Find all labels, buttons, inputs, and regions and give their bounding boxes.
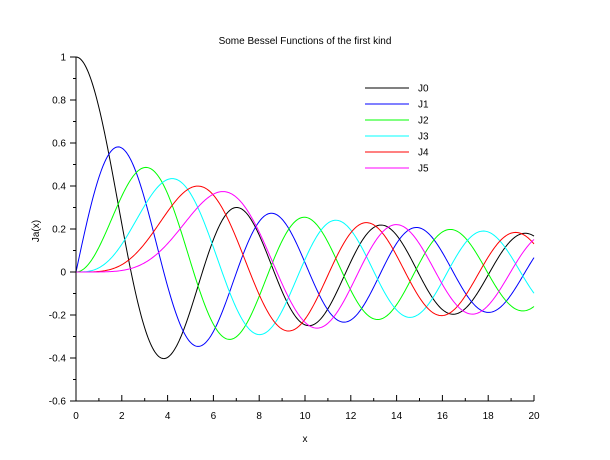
series-line-j0 xyxy=(75,56,535,360)
y-tick-label: 1 xyxy=(60,53,66,64)
y-tick-label: 0.6 xyxy=(52,139,66,150)
x-tick-label: 2 xyxy=(119,411,125,422)
y-tick-label: 0.4 xyxy=(52,182,66,193)
y-axis-label: Ja(x) xyxy=(31,220,42,242)
x-tick-label: 10 xyxy=(299,411,311,422)
plot-curves xyxy=(75,56,535,360)
x-tick-label: 14 xyxy=(391,411,403,422)
legend-label-j2: J2 xyxy=(418,116,429,127)
legend-label-j0: J0 xyxy=(418,84,429,95)
y-tick-label: -0.4 xyxy=(49,354,67,365)
y-tick-label: 0 xyxy=(60,268,66,279)
y-tick-label: -0.2 xyxy=(49,311,67,322)
x-tick-label: 8 xyxy=(256,411,262,422)
legend: J0 J1 J2 J3 J4 J5 xyxy=(365,84,429,175)
legend-label-j5: J5 xyxy=(418,164,429,175)
x-axis-label: x xyxy=(303,434,308,445)
y-tick-label: 0.8 xyxy=(52,96,66,107)
chart-title: Some Bessel Functions of the first kind xyxy=(219,36,392,47)
x-tick-label: 18 xyxy=(483,411,495,422)
legend-label-j1: J1 xyxy=(418,100,429,111)
x-tick-label: 20 xyxy=(528,411,540,422)
x-tick-label: 0 xyxy=(73,411,79,422)
y-tick-label: 0.2 xyxy=(52,225,66,236)
series-line-j3 xyxy=(76,178,535,336)
legend-label-j4: J4 xyxy=(418,148,429,159)
x-tick-label: 16 xyxy=(437,411,449,422)
legend-label-j3: J3 xyxy=(418,132,429,143)
x-tick-label: 6 xyxy=(211,411,217,422)
plot-axes: 0 2 4 6 8 10 12 14 16 18 20 -0.6 -0.4 -0.2 0 0.2 0.4 0.6 0… xyxy=(49,53,540,423)
x-tick-label: 12 xyxy=(345,411,357,422)
y-tick-label: -0.6 xyxy=(49,397,67,408)
series-line-j2 xyxy=(75,166,535,340)
series-line-j1 xyxy=(75,146,535,347)
series-line-j5 xyxy=(76,191,535,329)
x-tick-label: 4 xyxy=(165,411,171,422)
